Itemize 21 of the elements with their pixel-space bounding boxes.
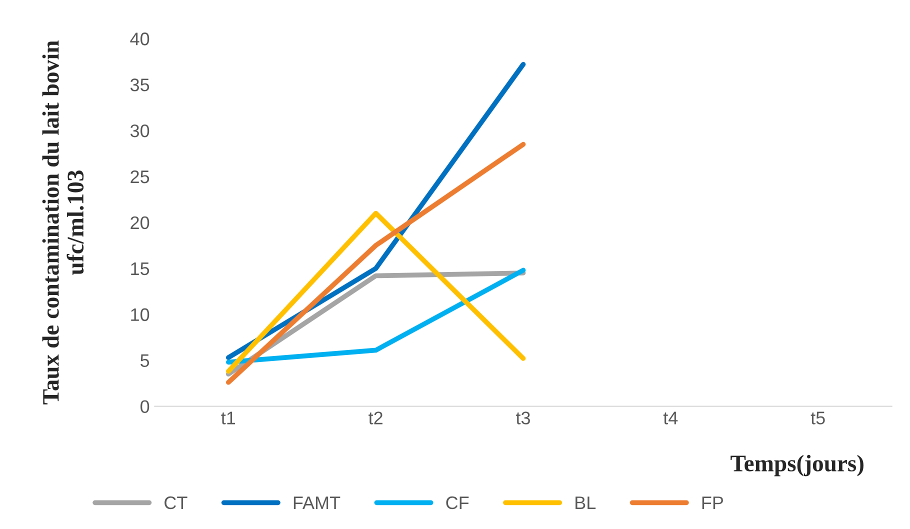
y-tick-label: 20 (130, 216, 150, 230)
legend-label: BL (576, 496, 596, 510)
y-tick-label: 15 (131, 262, 150, 276)
legend-label: CT (164, 496, 188, 510)
y-axis-title: Taux de contamination du lait bovin ufc/ml.103 (42, 40, 84, 404)
y-tick-label: 10 (131, 308, 150, 322)
y-tick-label: 25 (130, 170, 150, 184)
legend-label: FP (702, 496, 724, 510)
y-tick-label: 30 (130, 124, 150, 138)
x-tick-label: t4 (663, 412, 678, 424)
y-tick-label: 40 (130, 32, 150, 46)
y-tick-label: 5 (140, 354, 150, 368)
x-tick-label: t5 (810, 412, 825, 424)
x-tick-label: t3 (516, 412, 530, 424)
y-tick-label: 0 (140, 400, 150, 413)
legend-label: CF (446, 496, 469, 510)
x-axis-title: Temps(jours) (730, 454, 864, 476)
x-tick-label: t2 (368, 412, 382, 424)
x-tick-label: t1 (221, 412, 236, 424)
legend-label: FAMT (294, 496, 340, 510)
y-tick-label: 35 (130, 78, 150, 92)
